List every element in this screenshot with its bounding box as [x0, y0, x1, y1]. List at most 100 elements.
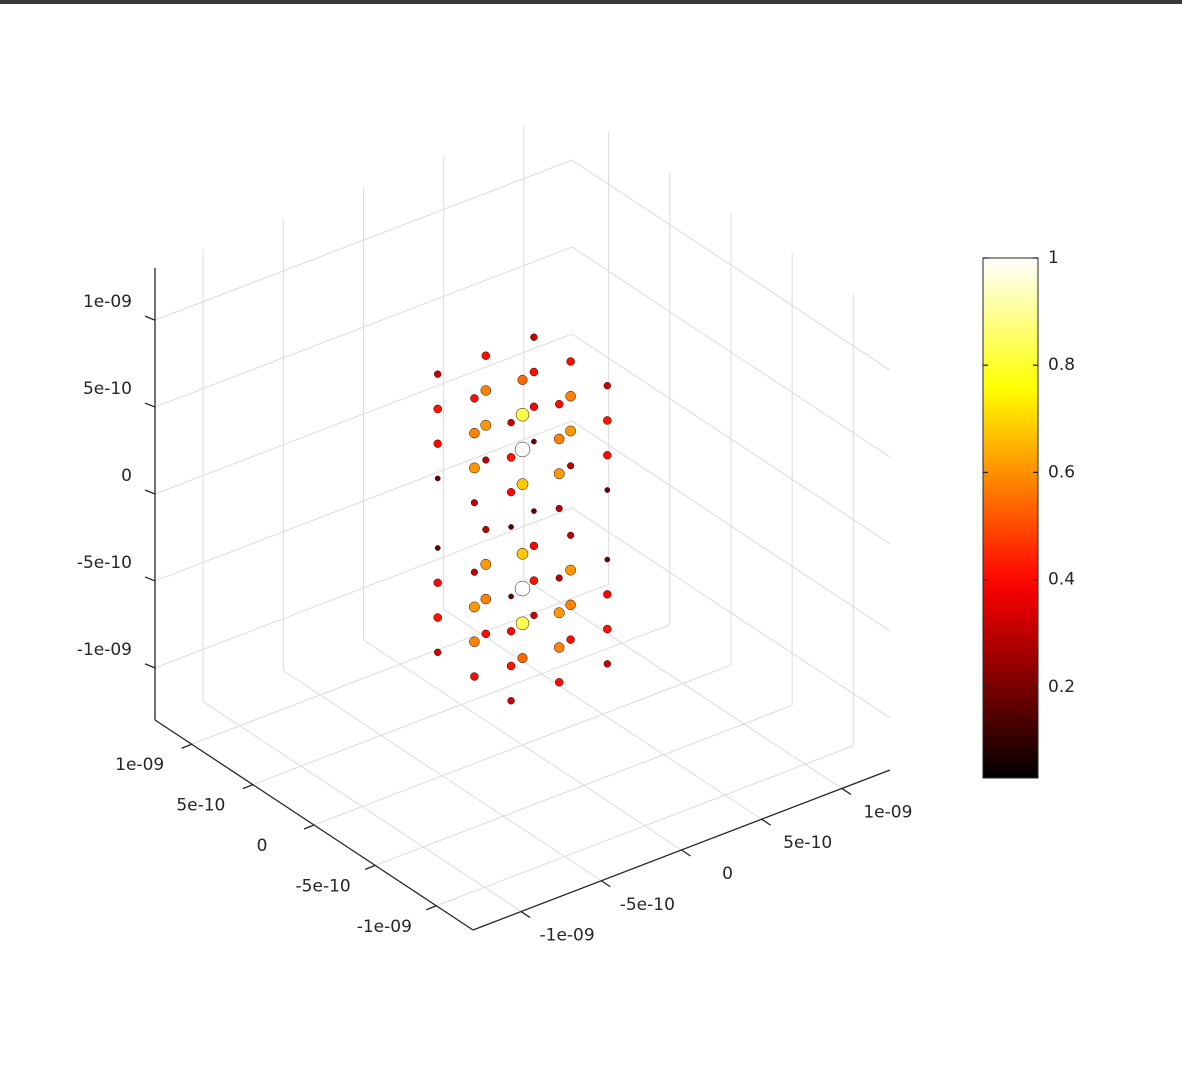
grid-line [154, 333, 573, 495]
point [529, 576, 539, 585]
grid-line [571, 333, 891, 545]
point [515, 407, 530, 422]
point [506, 661, 516, 671]
point [529, 402, 539, 411]
point [603, 660, 611, 668]
point [566, 635, 575, 644]
point [480, 558, 492, 570]
x-tick-label: -5e-10 [620, 895, 675, 915]
point [530, 333, 538, 341]
y-tick-label: -5e-10 [296, 876, 351, 896]
point [567, 462, 575, 470]
point [565, 425, 577, 437]
z-tick [144, 663, 156, 669]
point [470, 394, 479, 403]
grid-line [571, 246, 891, 458]
grid-line [252, 624, 671, 786]
point [434, 475, 441, 482]
z-tick [144, 315, 156, 321]
point [603, 590, 612, 599]
point [470, 568, 478, 576]
grid-line [374, 704, 793, 866]
point [433, 404, 442, 414]
point [517, 374, 528, 385]
x-tick [761, 818, 772, 826]
point [433, 613, 442, 622]
axes: -1e-09 -5e-10 0 5e-10 1e-09 -1e-09 -5e-10 0 5e-1… [77, 268, 912, 946]
x-tick-label: -1e-09 [540, 926, 595, 946]
point [516, 547, 529, 560]
point [480, 593, 492, 605]
point [434, 648, 442, 656]
y-axis [154, 719, 474, 931]
point [481, 629, 491, 639]
point [531, 438, 537, 445]
point [507, 697, 515, 705]
x-tick-label: 1e-09 [863, 802, 912, 822]
point [516, 478, 529, 491]
point [604, 556, 611, 563]
point [507, 418, 515, 427]
window-bar [0, 0, 1182, 4]
grid-line [154, 507, 573, 669]
point [604, 487, 611, 493]
z-tick [144, 489, 156, 495]
point [530, 611, 538, 620]
grid-line [154, 159, 573, 321]
point [480, 419, 492, 431]
grid-line [154, 246, 573, 408]
z-tick-label: 0 [121, 466, 132, 486]
point [481, 351, 491, 360]
x-tick-label: 5e-10 [783, 833, 832, 853]
x-axis [472, 769, 891, 931]
point [553, 433, 565, 445]
y-tick-label: -1e-09 [357, 917, 412, 937]
point [515, 616, 530, 631]
y-tick-label: 5e-10 [176, 796, 225, 816]
point [566, 357, 575, 366]
grid [154, 126, 891, 912]
colorbar-tick-label: 1 [1048, 248, 1059, 268]
point [468, 601, 480, 613]
x-tick-label: 0 [722, 864, 733, 884]
point [514, 441, 531, 458]
point [565, 599, 576, 611]
point [470, 499, 478, 507]
grid-line [313, 664, 732, 826]
point [433, 578, 442, 587]
point [529, 367, 539, 377]
grid-line [571, 420, 891, 632]
grid-line [571, 159, 891, 371]
x-tick [600, 880, 611, 888]
colorbar-tick-label: 0.6 [1048, 462, 1075, 482]
point [482, 456, 490, 464]
y-tick-label: 0 [257, 836, 268, 856]
point [603, 382, 611, 390]
point [517, 653, 528, 664]
point [603, 624, 612, 634]
y-tick-label: 1e-09 [115, 755, 164, 775]
point [469, 427, 480, 439]
point [506, 488, 516, 497]
point [553, 468, 565, 480]
grid-line [436, 745, 854, 907]
point [470, 672, 479, 681]
point [553, 642, 565, 653]
point [506, 627, 516, 636]
z-tick-label: -1e-09 [77, 640, 132, 660]
point [482, 525, 490, 534]
x-tick [841, 787, 852, 796]
point [553, 607, 565, 619]
y-tick [426, 905, 437, 911]
point [469, 636, 480, 647]
point [468, 462, 480, 474]
x-tick [520, 910, 531, 919]
z-tick [144, 402, 156, 408]
point [514, 580, 531, 597]
y-tick [242, 784, 254, 790]
colorbar-tick-label: 0.2 [1048, 677, 1075, 697]
point [531, 508, 537, 514]
point [603, 451, 612, 460]
z-tick-label: -5e-10 [77, 553, 132, 573]
grid-line [154, 420, 573, 582]
